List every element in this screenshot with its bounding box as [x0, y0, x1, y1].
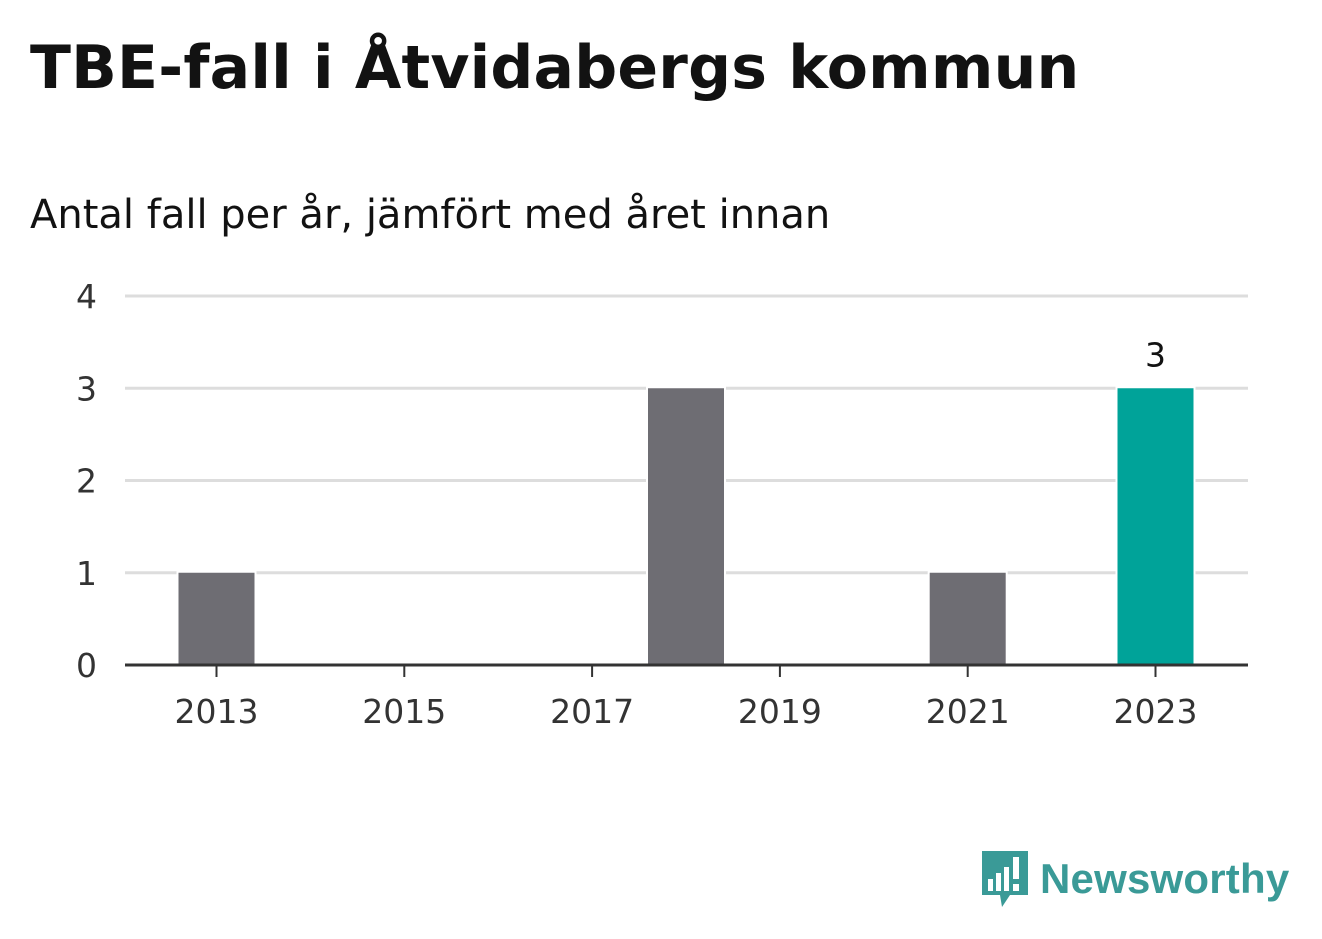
bar-2018 — [646, 386, 726, 667]
x-tick-label: 2019 — [738, 692, 822, 731]
y-tick-label: 2 — [76, 462, 97, 501]
y-tick-label: 4 — [76, 277, 97, 316]
y-tick-label: 0 — [76, 646, 97, 685]
bar-2021 — [927, 570, 1008, 667]
bar-2013 — [176, 570, 257, 667]
x-tick-label: 2013 — [175, 692, 259, 731]
chart-title: TBE-fall i Åtvidabergs kommun — [30, 33, 1080, 103]
x-tick-label: 2021 — [926, 692, 1010, 731]
chart-subtitle: Antal fall per år, jämfört med året inna… — [30, 192, 831, 238]
brand-logo: Newsworthy — [980, 848, 1289, 910]
y-tick-label: 1 — [76, 554, 97, 593]
y-tick-label: 3 — [76, 369, 97, 408]
bar-chart: 0 1 2 3 4 3 2013 2015 2017 2019 2021 2023 — [76, 277, 1248, 731]
brand-name: Newsworthy — [1040, 855, 1290, 902]
x-tick-label: 2017 — [550, 692, 634, 731]
x-tick-label: 2015 — [362, 692, 446, 731]
bar-2023 — [1115, 386, 1196, 667]
newsworthy-logo-icon — [982, 851, 1028, 907]
x-tick-label: 2023 — [1114, 692, 1198, 731]
data-label: 3 — [1145, 335, 1166, 374]
